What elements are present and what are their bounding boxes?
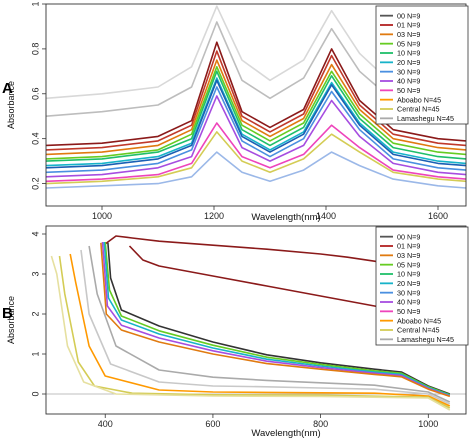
legend-entry-label: 01 N=9 [397,21,420,30]
chart-panel-a: 1000 1200 1400 1600 0.2 0.4 0.6 0.8 1 Wavelength(… [2,1,469,223]
series-line-5 [46,66,466,160]
series-group [46,5,466,189]
series-line-9 [69,253,451,407]
y-tick-label: 1 [30,1,40,6]
legend-entry-label: 10 N=9 [397,49,420,58]
series-line-3 [46,50,466,151]
series-line-3 [104,241,451,396]
legend-entry-label: 40 N=9 [397,298,420,307]
legend-entry-label: Aboabo N=45 [397,95,441,104]
legend-entry-label: 03 N=9 [397,251,420,260]
legend-entry-label: 20 N=9 [397,58,420,67]
legend: 00 N=901 N=903 N=905 N=910 N=920 N=930 N… [375,226,469,346]
series-line-9 [46,86,466,174]
y-axis-label: Absorbance [6,296,16,344]
legend-entry-label: 50 N=9 [397,307,420,316]
legend-entry-label: 05 N=9 [397,260,420,269]
legend-entry-label: 10 N=9 [397,270,420,279]
y-tick-label: 0.2 [30,177,40,190]
legend-entry-label: 50 N=9 [397,86,420,95]
y-tick-label: 2 [30,311,40,316]
series-line-12 [46,131,466,185]
series-group [50,235,456,411]
y-tick-label: 0.8 [30,43,40,56]
x-tick-label: 1000 [92,211,112,221]
series-line-6 [100,242,451,398]
legend-entry-label: Lamashegu N=45 [397,335,454,344]
x-tick-label: 800 [313,419,328,429]
x-tick-label: 1200 [204,211,224,221]
series-line-11 [46,122,466,183]
series-line-2 [107,242,451,395]
y-tick-label: 1 [30,351,40,356]
legend-entry-label: 03 N=9 [397,30,420,39]
legend-entry-label: 01 N=9 [397,242,420,251]
y-tick-label: 0.6 [30,88,40,101]
x-tick-label: 400 [98,419,113,429]
series-line-4 [103,241,451,396]
legend-entry-label: 05 N=9 [397,39,420,48]
legend-entry-label: 20 N=9 [397,279,420,288]
legend: 00 N=901 N=903 N=905 N=910 N=920 N=930 N… [375,5,469,125]
series-line-7 [46,77,466,167]
series-line-8 [80,249,451,405]
series-line-6 [46,70,466,162]
x-axis-label: Wavelength(nm) [251,428,320,439]
legend-entry-label: 30 N=9 [397,67,420,76]
panel-label: A [2,80,13,97]
legend-entry-label: 30 N=9 [397,288,420,297]
x-tick-label: 1000 [418,419,438,429]
legend-entry-label: 00 N=9 [397,11,420,20]
y-tick-label: 3 [30,271,40,276]
series-line-13 [46,151,466,189]
series-line-10 [46,95,466,178]
x-tick-label: 1400 [316,211,336,221]
legend-entry-label: Central N=45 [397,326,440,335]
y-tick-label: 0 [30,391,40,396]
legend-entry-label: 40 N=9 [397,77,420,86]
legend-entry-label: Central N=45 [397,105,440,114]
legend-entry-label: 00 N=9 [397,232,420,241]
legend-entry-label: Lamashegu N=45 [397,114,454,123]
series-line-7 [88,245,451,403]
series-line-11 [50,255,451,411]
y-axis-label: Absorbance [6,81,16,129]
x-axis-label: Wavelength(nm) [251,212,320,223]
legend-entry-label: Aboabo N=45 [397,316,441,325]
chart-panel-b: 400 600 800 1000 0 1 2 3 4 Wavelength(nm) Absorban… [2,225,469,439]
series-line-4 [46,59,466,156]
series-line-2 [46,41,466,147]
panel-label: B [2,305,13,322]
y-tick-label: 4 [30,231,40,236]
series-line-5 [101,241,451,397]
series-line-10 [58,255,451,409]
y-tick-label: 0.4 [30,132,40,145]
x-tick-label: 1600 [428,211,448,221]
x-tick-label: 600 [205,419,220,429]
series-line-8 [46,79,466,169]
